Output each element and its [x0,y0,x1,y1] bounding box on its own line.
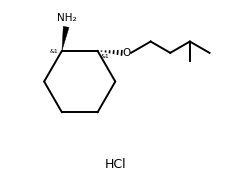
Text: O: O [122,48,130,58]
Text: NH₂: NH₂ [57,13,76,23]
Text: &1: &1 [100,54,109,59]
Polygon shape [62,26,69,51]
Text: &1: &1 [50,49,58,54]
Text: HCl: HCl [104,157,126,171]
